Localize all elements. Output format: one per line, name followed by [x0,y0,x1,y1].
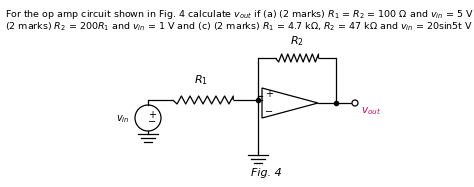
Text: $v_{in}$: $v_{in}$ [116,113,129,125]
Text: For the op amp circuit shown in Fig. 4 calculate $v_{out}$ if (a) (2 marks) $R_1: For the op amp circuit shown in Fig. 4 c… [5,8,474,21]
Text: +: + [265,89,273,99]
Text: −: − [265,107,273,117]
Text: Fig. 4: Fig. 4 [251,168,282,178]
Text: $R_1$: $R_1$ [194,73,208,87]
Text: −: − [148,117,156,127]
Text: (2 marks) $R_2$ = 200$R_1$ and $v_{in}$ = 1 V and (c) (2 marks) $R_1$ = 4.7 kΩ, : (2 marks) $R_2$ = 200$R_1$ and $v_{in}$ … [5,20,473,33]
Text: +: + [148,110,156,120]
Circle shape [352,100,358,106]
Text: $R_2$: $R_2$ [290,34,304,48]
Text: $v_{out}$: $v_{out}$ [361,105,381,117]
